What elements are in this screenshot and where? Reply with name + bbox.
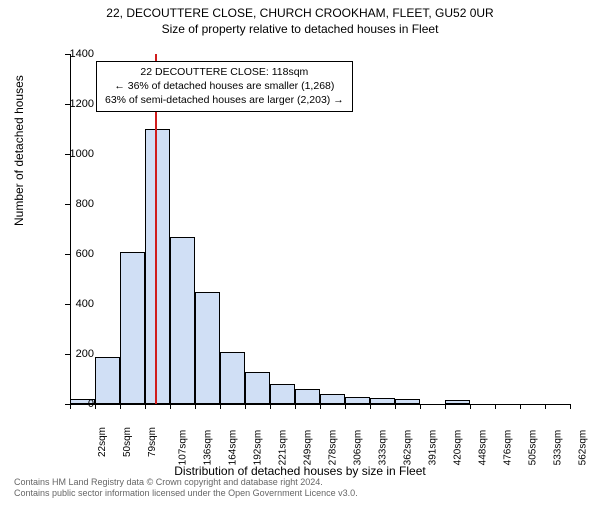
y-tick-label: 0 [88,398,94,410]
x-tick-mark [70,404,71,409]
x-tick-mark [420,404,421,409]
x-tick-label: 192sqm [253,430,264,466]
x-tick-mark [345,404,346,409]
x-tick-label: 306sqm [353,430,364,466]
chart-title-line1: 22, DECOUTTERE CLOSE, CHURCH CROOKHAM, F… [0,6,600,20]
bar [195,292,220,405]
credits-line1: Contains HM Land Registry data © Crown c… [14,477,358,489]
x-tick-label: 505sqm [528,430,539,466]
y-tick-label: 1200 [70,98,94,110]
x-tick-mark [520,404,521,409]
bar [345,397,370,405]
credits-line2: Contains public sector information licen… [14,488,358,500]
bar [320,394,345,404]
y-tick-label: 800 [76,198,94,210]
x-tick-label: 249sqm [303,430,314,466]
info-box: 22 DECOUTTERE CLOSE: 118sqm ← 36% of det… [96,61,353,112]
y-tick-mark [65,54,70,55]
x-tick-label: 362sqm [403,430,414,466]
x-tick-label: 562sqm [578,430,589,466]
x-tick-label: 22sqm [97,427,108,457]
bar [295,389,320,404]
info-box-line3: 63% of semi-detached houses are larger (… [105,93,344,107]
bar [395,399,420,404]
x-tick-mark [445,404,446,409]
x-tick-mark [120,404,121,409]
y-tick-mark [65,254,70,255]
bar [445,400,470,405]
x-tick-label: 420sqm [453,430,464,466]
x-tick-label: 221sqm [278,430,289,466]
x-tick-mark [320,404,321,409]
x-tick-label: 448sqm [478,430,489,466]
y-tick-mark [65,304,70,305]
x-tick-mark [95,404,96,409]
y-tick-label: 600 [76,248,94,260]
x-tick-label: 107sqm [178,430,189,466]
x-tick-mark [570,404,571,409]
bar [120,252,145,405]
x-tick-label: 164sqm [228,430,239,466]
bar [95,357,120,405]
x-tick-mark [470,404,471,409]
bar [270,384,295,404]
x-tick-label: 136sqm [203,430,214,466]
y-tick-mark [65,154,70,155]
x-tick-mark [170,404,171,409]
y-axis-label: Number of detached houses [12,75,26,226]
y-tick-mark [65,104,70,105]
y-tick-mark [65,354,70,355]
x-tick-label: 278sqm [328,430,339,466]
x-tick-mark [220,404,221,409]
x-tick-label: 50sqm [122,427,133,457]
x-tick-label: 476sqm [503,430,514,466]
x-tick-mark [495,404,496,409]
x-tick-label: 333sqm [378,430,389,466]
bar [220,352,245,405]
bar [145,129,170,404]
bar [245,372,270,405]
x-tick-mark [395,404,396,409]
x-tick-label: 79sqm [147,427,158,457]
credits: Contains HM Land Registry data © Crown c… [14,477,358,500]
y-tick-mark [65,204,70,205]
x-tick-label: 391sqm [428,430,439,466]
y-tick-label: 1000 [70,148,94,160]
info-box-line2: ← 36% of detached houses are smaller (1,… [105,79,344,93]
info-box-line1: 22 DECOUTTERE CLOSE: 118sqm [105,65,344,79]
x-tick-mark [545,404,546,409]
x-tick-mark [295,404,296,409]
x-tick-mark [370,404,371,409]
x-tick-mark [270,404,271,409]
y-tick-label: 200 [76,348,94,360]
y-tick-label: 400 [76,298,94,310]
x-tick-mark [145,404,146,409]
bar [370,398,395,404]
chart-title-line2: Size of property relative to detached ho… [0,22,600,36]
y-tick-label: 1400 [70,48,94,60]
x-tick-label: 533sqm [553,430,564,466]
x-tick-mark [245,404,246,409]
x-tick-mark [195,404,196,409]
bar [170,237,195,405]
